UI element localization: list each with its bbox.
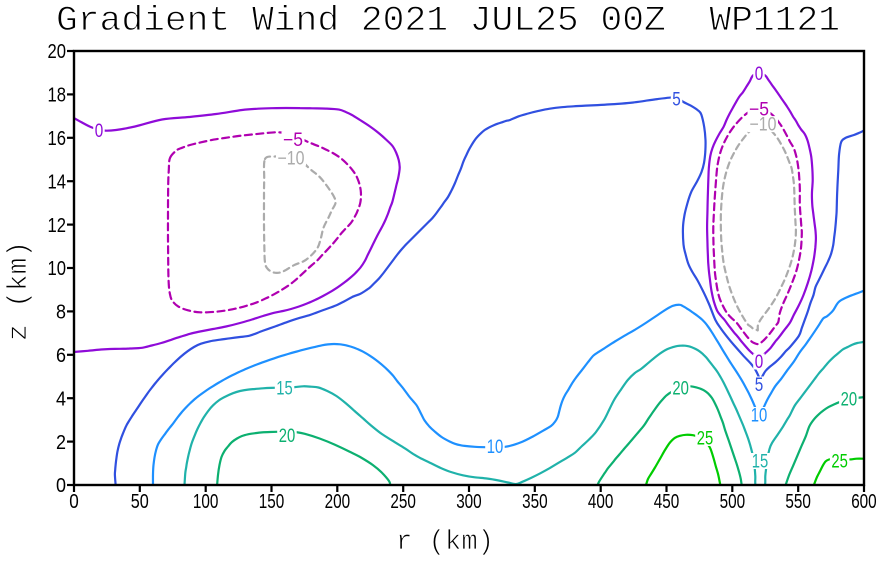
svg-text:18: 18	[48, 84, 67, 107]
svg-text:150: 150	[259, 490, 285, 513]
svg-text:20: 20	[279, 426, 296, 447]
svg-text:300: 300	[456, 490, 482, 513]
svg-text:r (km): r (km)	[396, 527, 494, 558]
svg-text:−5: −5	[283, 130, 303, 151]
svg-text:5: 5	[672, 90, 681, 111]
svg-text:15: 15	[752, 452, 769, 473]
svg-text:550: 550	[785, 490, 811, 513]
svg-text:10: 10	[751, 406, 768, 427]
svg-text:15: 15	[276, 379, 293, 400]
svg-text:50: 50	[131, 490, 149, 513]
svg-text:14: 14	[48, 170, 67, 193]
svg-text:0: 0	[69, 490, 79, 513]
svg-text:100: 100	[193, 490, 219, 513]
svg-text:2: 2	[56, 431, 66, 454]
svg-text:0: 0	[755, 64, 764, 85]
svg-text:−5: −5	[749, 99, 769, 120]
svg-text:200: 200	[325, 490, 351, 513]
svg-text:0: 0	[755, 352, 764, 373]
svg-text:8: 8	[56, 301, 66, 324]
svg-text:12: 12	[48, 214, 67, 237]
svg-text:0: 0	[95, 121, 104, 142]
svg-text:Gradient Wind 2021 JUL25 00Z: Gradient Wind 2021 JUL25 00Z WP1121	[56, 1, 840, 41]
svg-text:400: 400	[588, 490, 614, 513]
svg-text:0: 0	[56, 474, 66, 497]
svg-text:−10: −10	[278, 148, 305, 169]
svg-text:500: 500	[720, 490, 746, 513]
svg-text:20: 20	[48, 40, 67, 63]
svg-text:5: 5	[755, 375, 764, 396]
svg-text:z (km): z (km)	[4, 241, 35, 341]
svg-text:450: 450	[654, 490, 680, 513]
svg-text:250: 250	[390, 490, 416, 513]
svg-text:6: 6	[56, 344, 66, 367]
svg-text:4: 4	[56, 387, 66, 410]
svg-text:600: 600	[851, 490, 877, 513]
svg-text:−10: −10	[750, 115, 777, 136]
svg-text:10: 10	[487, 437, 504, 458]
svg-text:350: 350	[522, 490, 548, 513]
svg-text:25: 25	[831, 452, 848, 473]
svg-text:10: 10	[48, 257, 67, 280]
svg-text:25: 25	[697, 429, 714, 450]
svg-text:16: 16	[48, 127, 67, 150]
svg-text:20: 20	[841, 390, 858, 411]
svg-text:20: 20	[672, 378, 689, 399]
